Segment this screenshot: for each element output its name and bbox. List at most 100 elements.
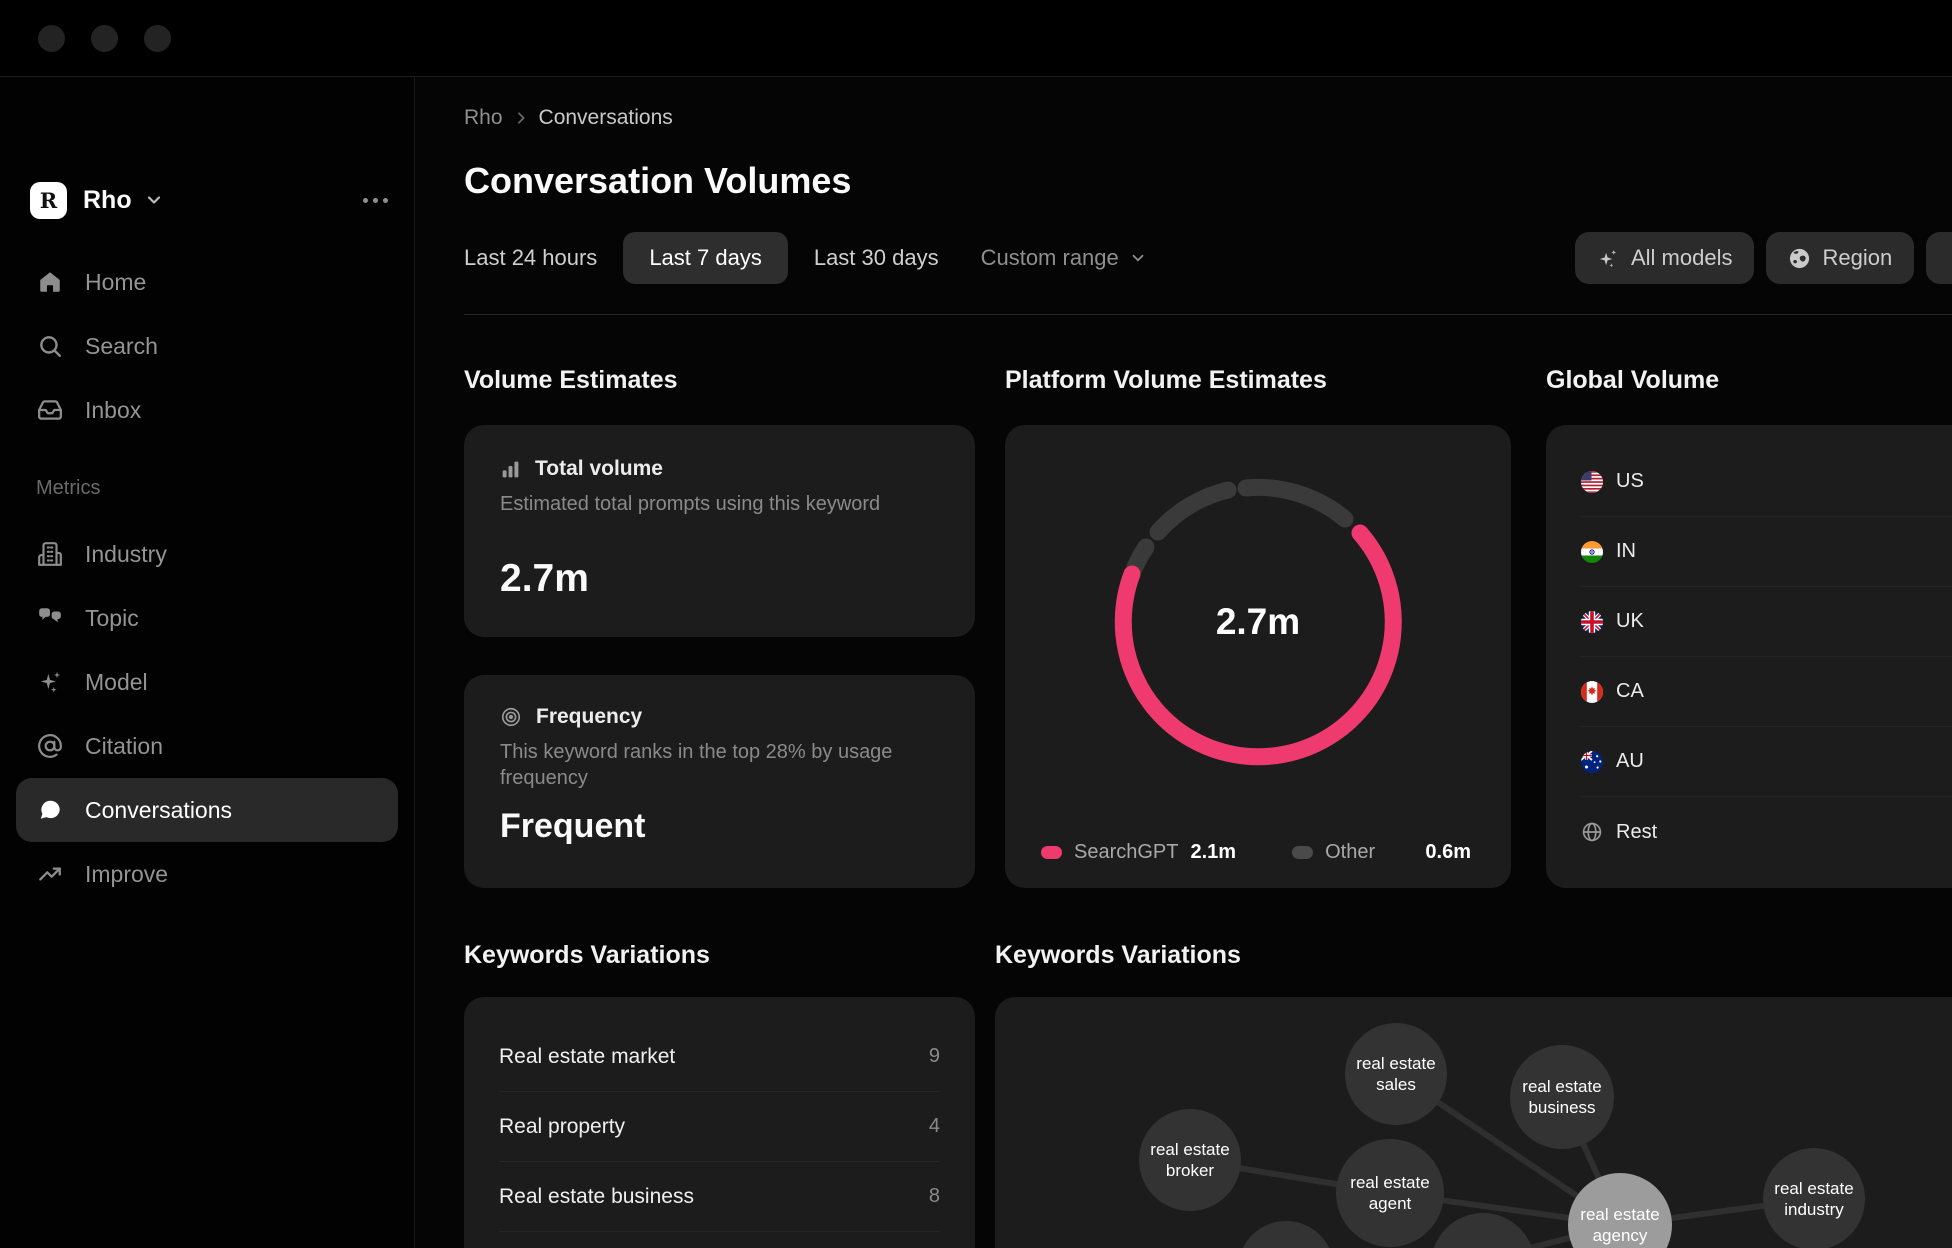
all-models-label: All models — [1631, 245, 1733, 270]
donut-segment-searchgpt — [1114, 524, 1402, 766]
workspace-switcher[interactable]: R Rho — [30, 178, 388, 222]
total-volume-label: Total volume — [535, 457, 663, 480]
more-filters-button[interactable] — [1926, 232, 1952, 284]
legend-label: SearchGPT — [1074, 841, 1179, 863]
section-title-keywords-list: Keywords Variations — [464, 941, 710, 969]
frequency-label: Frequency — [536, 705, 643, 728]
sparkles-icon — [36, 669, 63, 696]
geo-row-rest[interactable]: Rest — [1581, 797, 1952, 867]
sparkles-icon — [1597, 247, 1620, 270]
bubble-real-estate-agency[interactable]: real estate agency — [1568, 1173, 1672, 1248]
globe-icon — [1581, 821, 1603, 843]
breadcrumb-current[interactable]: Conversations — [538, 106, 673, 129]
region-label: Region — [1822, 245, 1893, 270]
geo-row-in[interactable]: IN — [1581, 517, 1952, 587]
sidebar-item-label: Search — [85, 332, 158, 359]
inbox-icon — [36, 397, 63, 424]
bubble-real-estate-sales[interactable]: real estate sales — [1345, 1023, 1447, 1125]
sidebar-item-label: Inbox — [85, 396, 142, 423]
sidebar-item-label: Conversations — [85, 796, 233, 823]
tab-last-7-days[interactable]: Last 7 days — [623, 232, 788, 284]
chevron-down-icon — [1132, 254, 1144, 262]
breadcrumb-root[interactable]: Rho — [464, 106, 503, 129]
legend-item-searchgpt: SearchGPT 2.1m — [1041, 841, 1236, 864]
section-title-volume-estimates: Volume Estimates — [464, 366, 678, 394]
header-actions: All models Region — [1575, 232, 1952, 284]
donut-legend: SearchGPT 2.1m Other 0.6m — [1041, 841, 1471, 864]
keyword-count: 9 — [928, 1045, 940, 1067]
home-icon — [36, 269, 63, 296]
uk-flag-icon — [1581, 610, 1603, 633]
sidebar-item-topic[interactable]: Topic — [16, 586, 398, 650]
geo-code: CA — [1616, 680, 1644, 702]
bubble-real-estate-agent[interactable]: real estate agent — [1336, 1139, 1444, 1247]
search-icon — [36, 333, 63, 360]
sidebar-item-improve[interactable]: Improve — [16, 842, 398, 906]
keyword-count: 8 — [928, 1185, 940, 1207]
section-title-global-volume: Global Volume — [1546, 366, 1720, 394]
total-volume-description: Estimated total prompts using this keywo… — [500, 493, 881, 515]
sidebar-item-home[interactable]: Home — [16, 250, 398, 314]
sidebar-section-metrics: Metrics — [36, 476, 101, 499]
sidebar-item-citation[interactable]: Citation — [16, 714, 398, 778]
canada-flag-icon — [1581, 680, 1603, 703]
keyword-count: 4 — [928, 1115, 940, 1137]
bubble-real-estate-business[interactable]: real estate business — [1510, 1045, 1614, 1149]
workspace-name: Rho — [83, 185, 132, 214]
keyword-row[interactable]: Real estate business 8 — [499, 1162, 940, 1232]
all-models-button[interactable]: All models — [1575, 232, 1755, 284]
trending-up-icon — [36, 861, 63, 888]
sidebar-item-label: Industry — [85, 540, 167, 567]
keywords-list-card: Real estate market 9 Real property 4 Rea… — [464, 997, 975, 1248]
sidebar-item-inbox[interactable]: Inbox — [16, 378, 398, 442]
tab-last-30-days[interactable]: Last 30 days — [813, 245, 939, 270]
sidebar-more-icon[interactable] — [363, 197, 388, 203]
tab-last-24-hours[interactable]: Last 24 hours — [464, 245, 598, 270]
bubble-real-estate-industry[interactable]: real estate industry — [1763, 1148, 1865, 1248]
chevron-down-icon — [144, 190, 164, 210]
sidebar-item-label: Home — [85, 268, 147, 295]
geo-code: US — [1616, 470, 1644, 492]
australia-flag-icon — [1581, 750, 1603, 773]
keyword-row[interactable]: Real property 4 — [499, 1092, 940, 1162]
geo-code: Rest — [1616, 820, 1658, 843]
chat-bubbles-icon — [36, 605, 63, 632]
platform-volume-card: 2.7m SearchGPT 2.1m Other 0.6m — [1005, 425, 1511, 888]
window-minimize-button[interactable] — [91, 24, 118, 52]
section-title-keywords-graph: Keywords Variations — [995, 941, 1241, 969]
sidebar-item-label: Model — [85, 668, 148, 695]
legend-dot-searchgpt — [1041, 846, 1062, 859]
sidebar-item-conversations[interactable]: Conversations — [16, 778, 398, 842]
window-close-button[interactable] — [38, 24, 65, 52]
geo-code: UK — [1616, 610, 1644, 632]
sidebar-item-search[interactable]: Search — [16, 314, 398, 378]
header-divider — [464, 314, 1952, 315]
window-zoom-button[interactable] — [144, 24, 171, 52]
at-sign-icon — [36, 733, 63, 760]
geo-row-ca[interactable]: CA — [1581, 657, 1952, 727]
sidebar-item-model[interactable]: Model — [16, 650, 398, 714]
us-flag-icon — [1581, 470, 1603, 493]
keyword-label: Real estate business — [499, 1184, 694, 1208]
workspace-initial: R — [39, 187, 58, 213]
chevron-right-icon — [513, 110, 529, 126]
time-range-tabs: Last 24 hours Last 7 days Last 30 days C… — [464, 232, 1159, 284]
legend-value: 2.1m — [1190, 841, 1237, 863]
region-button[interactable]: Region — [1766, 232, 1915, 284]
legend-value: 0.6m — [1425, 841, 1471, 863]
sidebar-item-label: Improve — [85, 860, 169, 887]
sidebar-item-industry[interactable]: Industry — [16, 522, 398, 586]
frequency-description: This keyword ranks in the top 28% by usa… — [500, 741, 893, 789]
geo-row-uk[interactable]: UK — [1581, 587, 1952, 657]
india-flag-icon — [1581, 540, 1603, 563]
geo-row-au[interactable]: AU — [1581, 727, 1952, 797]
workspace-logo: R — [30, 181, 67, 219]
keyword-row[interactable]: Real estate market 9 — [499, 1022, 940, 1092]
geo-row-us[interactable]: US — [1581, 447, 1952, 517]
tab-custom-range[interactable]: Custom range — [969, 232, 1159, 284]
legend-dot-other — [1292, 846, 1314, 859]
sidebar: R Rho Home Search — [0, 78, 415, 1248]
chat-bubble-icon — [36, 797, 63, 824]
bubble-real-estate-broker[interactable]: real estate broker — [1139, 1109, 1241, 1211]
